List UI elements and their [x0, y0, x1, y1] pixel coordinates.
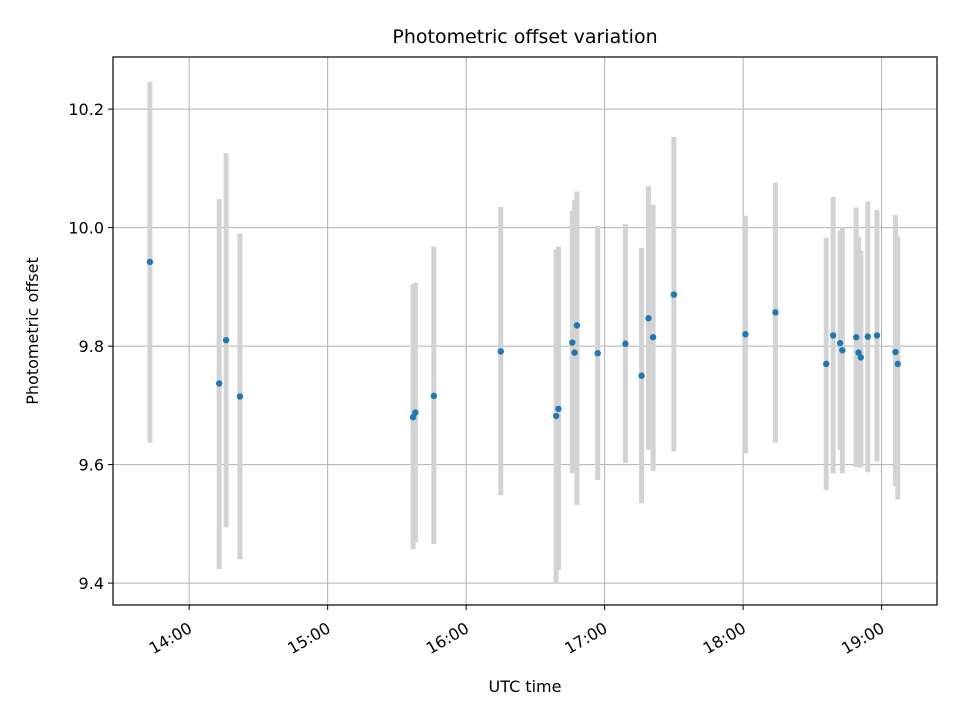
- y-tick-label: 10.2: [68, 100, 104, 119]
- data-point: [569, 339, 576, 346]
- data-point: [594, 350, 601, 357]
- data-point: [412, 409, 419, 416]
- data-points: [146, 258, 901, 421]
- data-point: [855, 349, 862, 356]
- x-axis-title: UTC time: [489, 677, 562, 696]
- data-point: [853, 334, 860, 341]
- data-point: [742, 331, 749, 338]
- x-tick-label: 14:00: [146, 618, 195, 658]
- data-point: [222, 336, 230, 344]
- data-point: [873, 332, 881, 339]
- y-axis-title: Photometric offset: [23, 257, 42, 405]
- grid: [113, 57, 937, 605]
- data-point: [573, 322, 581, 329]
- data-point: [236, 393, 244, 400]
- x-tick-label: 16:00: [423, 618, 472, 658]
- data-point: [571, 349, 578, 356]
- data-point: [823, 360, 830, 368]
- data-point: [430, 392, 438, 400]
- y-tick-label: 9.6: [79, 456, 104, 475]
- data-point: [497, 348, 504, 355]
- data-point: [894, 360, 901, 368]
- data-point: [649, 334, 657, 341]
- data-point: [622, 340, 629, 347]
- x-tick-label: 19:00: [838, 618, 887, 658]
- x-tick-label: 17:00: [561, 618, 610, 658]
- error-bars: [147, 81, 901, 584]
- data-point: [670, 291, 678, 298]
- data-point: [829, 332, 837, 339]
- data-point: [892, 348, 899, 356]
- y-tick-label: 9.4: [79, 574, 104, 593]
- plot-area-frame: [112, 56, 938, 606]
- data-point: [146, 258, 154, 266]
- chart-title: Photometric offset variation: [392, 26, 657, 48]
- y-tick-label: 10.0: [68, 219, 104, 238]
- data-point: [409, 413, 417, 421]
- data-point: [552, 412, 560, 420]
- x-tick-label: 18:00: [700, 618, 749, 658]
- data-point: [772, 309, 779, 316]
- data-point: [836, 339, 844, 347]
- data-point: [645, 315, 652, 322]
- data-point: [215, 380, 223, 387]
- x-axis: 14:00 15:00 16:00 17:00 18:00 19:00: [146, 605, 888, 658]
- data-point: [638, 372, 645, 379]
- data-point: [839, 347, 846, 354]
- y-tick-label: 9.8: [79, 337, 104, 356]
- data-point: [555, 405, 562, 413]
- y-axis: 9.4 9.6 9.8 10.0 10.2: [68, 100, 113, 593]
- x-tick-label: 15:00: [284, 618, 333, 658]
- data-point: [857, 354, 865, 361]
- data-point: [864, 333, 871, 340]
